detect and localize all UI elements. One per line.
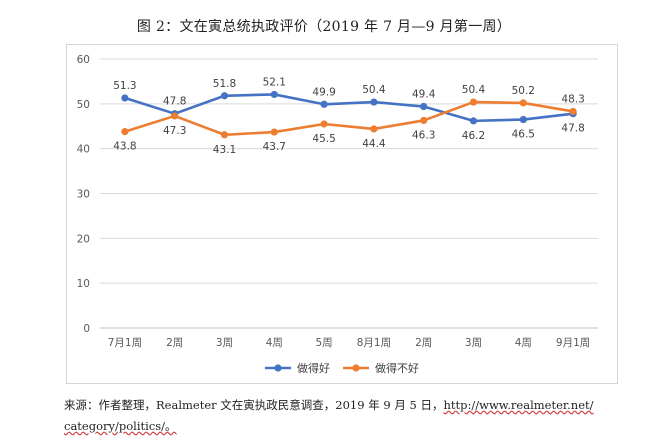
data-label: 47.8	[163, 96, 186, 108]
series-line	[123, 100, 575, 137]
data-label: 45.5	[312, 133, 335, 145]
source-link-path: category/politics/。	[64, 419, 177, 433]
data-point	[320, 120, 328, 128]
y-tick-label: 10	[77, 278, 90, 290]
data-label: 47.3	[163, 125, 186, 137]
chart-frame	[66, 44, 618, 384]
x-tick-label: 2周	[166, 337, 183, 349]
data-label: 52.1	[263, 76, 286, 88]
data-label: 44.4	[362, 138, 386, 150]
data-point	[320, 100, 328, 108]
y-tick-label: 60	[77, 54, 90, 66]
source-link[interactable]: http://www.realmeter.net/	[443, 398, 594, 412]
data-point	[569, 107, 577, 116]
data-point	[420, 102, 428, 111]
data-point	[370, 98, 378, 106]
data-label: 43.7	[263, 141, 286, 153]
data-label: 51.8	[213, 78, 236, 90]
data-point	[370, 125, 378, 133]
data-label: 43.1	[213, 144, 236, 156]
data-point	[519, 115, 527, 124]
data-label: 46.3	[412, 129, 435, 141]
data-point	[121, 128, 129, 136]
data-label: 47.8	[561, 123, 584, 135]
y-tick-label: 40	[77, 144, 90, 156]
y-tick-label: 20	[77, 233, 90, 245]
source-prefix: 来源：作者整理，Realmeter 文在寅执政民意调查，2019 年 9 月 5…	[64, 398, 444, 412]
source-note: 来源：作者整理，Realmeter 文在寅执政民意调查，2019 年 9 月 5…	[64, 395, 624, 437]
data-label: 46.5	[512, 129, 535, 141]
legend-marker	[352, 364, 360, 372]
x-tick-label: 9月1周	[556, 337, 590, 349]
data-label: 50.4	[462, 84, 486, 96]
chart-title: 图 2：文在寅总统执政评价（2019 年 7 月—9 月第一周）	[136, 19, 512, 35]
x-tick-label: 4周	[515, 337, 532, 349]
x-tick-label: 2周	[415, 337, 432, 349]
data-point	[220, 131, 229, 139]
legend-label: 做得不好	[375, 361, 419, 375]
data-point	[420, 116, 428, 125]
y-tick-label: 30	[77, 189, 90, 201]
data-label: 49.4	[412, 89, 436, 101]
series-line	[123, 93, 575, 123]
data-point	[519, 99, 527, 107]
legend-marker	[274, 364, 282, 372]
data-point	[469, 98, 478, 106]
data-point	[121, 94, 129, 102]
x-tick-label: 8月1周	[357, 337, 391, 349]
x-tick-label: 7月1周	[108, 337, 142, 349]
data-point	[171, 112, 179, 120]
x-tick-label: 3周	[465, 337, 482, 349]
data-label: 48.3	[561, 93, 584, 105]
x-tick-label: 4周	[266, 337, 283, 349]
x-tick-label: 3周	[216, 337, 233, 349]
data-label: 50.2	[512, 85, 535, 97]
data-label: 43.8	[113, 141, 136, 153]
data-point	[270, 128, 278, 136]
data-label: 49.9	[312, 86, 335, 98]
y-tick-label: 0	[83, 323, 90, 335]
x-tick-label: 5周	[316, 337, 333, 349]
data-label: 51.3	[113, 80, 136, 92]
y-tick-label: 50	[77, 99, 90, 111]
data-point	[270, 90, 278, 99]
data-label: 50.4	[362, 84, 386, 96]
data-point	[220, 92, 229, 100]
legend-label: 做得好	[297, 361, 330, 375]
data-label: 46.2	[462, 130, 485, 142]
data-point	[469, 117, 478, 125]
